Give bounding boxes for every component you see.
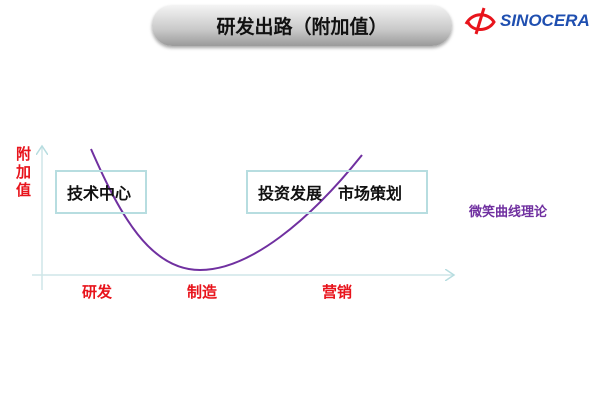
- x-label-marketing: 营销: [322, 283, 353, 301]
- slide-title: 研发出路（附加值）: [152, 5, 452, 46]
- smile-curve-label: 微笑曲线理论: [469, 205, 548, 220]
- x-label-manufacturing: 制造: [187, 283, 218, 301]
- tech-center-box: 技术中心: [55, 170, 147, 214]
- investment-label: 投资发展: [258, 184, 323, 203]
- smile-curve: [90, 148, 363, 272]
- sinocera-logo: SINOCERA: [462, 6, 602, 36]
- marketing-box: 投资发展 市场策划: [246, 170, 428, 214]
- logo-mark-icon: [464, 7, 496, 35]
- market-planning-label: 市场策划: [338, 184, 403, 203]
- y-axis-label: 附加值: [16, 145, 32, 199]
- logo-text: SINOCERA: [500, 11, 590, 30]
- x-label-rd: 研发: [82, 283, 113, 301]
